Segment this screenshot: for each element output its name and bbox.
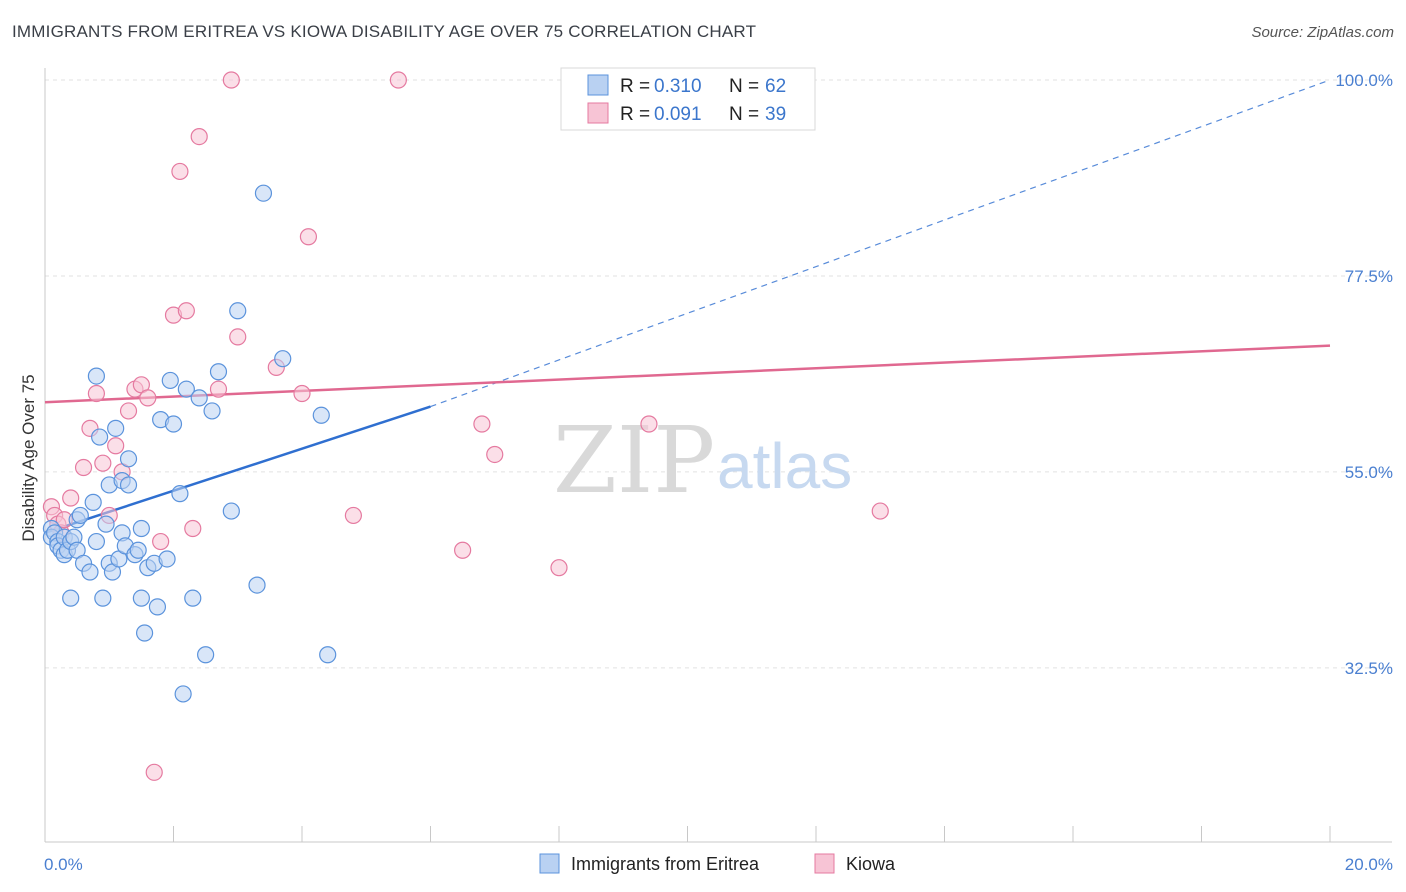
eritrea-point (148, 598, 167, 616)
kiowa-point (344, 506, 362, 525)
y-tick-label-1: 55.0% (1345, 463, 1393, 482)
eritrea-point (203, 402, 221, 420)
x-tick-label-0: 0.0% (44, 855, 83, 874)
kiowa-point (640, 415, 658, 433)
legend-r-value-1: 0.310 (654, 76, 702, 97)
kiowa-point (145, 763, 163, 781)
eritrea-point (135, 624, 154, 642)
eritrea-point (161, 371, 179, 390)
kiowa-point (486, 445, 504, 464)
legend-r-label-2: R = (620, 104, 650, 125)
eritrea-point (119, 450, 138, 468)
bottom-legend-swatch-eritrea (539, 853, 560, 874)
kiowa-trend-line (44, 344, 1331, 404)
y-axis-label: Disability Age Over 75 (19, 374, 38, 541)
legend-n-label-2: N = (729, 104, 759, 125)
bottom-legend-swatch-kiowa (814, 853, 835, 874)
eritrea-point (132, 589, 150, 607)
eritrea-point (97, 515, 115, 533)
kiowa-point (177, 302, 195, 320)
kiowa-point (87, 384, 106, 403)
eritrea-point (107, 419, 125, 437)
eritrea-point (248, 576, 266, 594)
kiowa-point (299, 228, 318, 246)
eritrea-point (229, 302, 247, 320)
watermark-zip: ZIP (553, 407, 715, 514)
eritrea-point (129, 541, 147, 559)
eritrea-point (91, 428, 109, 446)
eritrea-point (177, 380, 195, 398)
kiowa-point (871, 502, 889, 520)
eritrea-point (209, 363, 228, 381)
eritrea-point (164, 415, 183, 433)
kiowa-point (473, 415, 491, 433)
kiowa-point (190, 128, 208, 146)
legend-n-label-1: N = (729, 76, 759, 97)
bottom-legend-eritrea: Immigrants from Eritrea (571, 854, 760, 874)
eritrea-trend-extension (430, 79, 1331, 408)
eritrea-point (222, 502, 240, 520)
eritrea-point (87, 532, 106, 551)
kiowa-point (209, 380, 228, 398)
data-points (42, 71, 889, 781)
eritrea-point (171, 485, 189, 503)
kiowa-point (171, 162, 189, 181)
eritrea-point (190, 389, 208, 407)
chart-title: IMMIGRANTS FROM ERITREA VS KIOWA DISABIL… (12, 22, 757, 41)
kiowa-point (184, 519, 202, 538)
kiowa-point (139, 389, 157, 407)
legend-n-value-1: 62 (765, 76, 786, 97)
eritrea-point (119, 476, 138, 494)
source-label: Source: ZipAtlas.com (1251, 24, 1394, 41)
kiowa-point (107, 437, 125, 455)
eritrea-point (132, 519, 150, 538)
grid-lines (45, 79, 1392, 669)
kiowa-point (152, 532, 170, 551)
legend-swatch-eritrea (587, 74, 609, 96)
legend-n-value-2: 39 (765, 104, 786, 125)
kiowa-point (389, 71, 407, 89)
eritrea-point (81, 563, 99, 581)
bottom-legend: Immigrants from Eritrea Kiowa (539, 853, 896, 874)
kiowa-point (74, 458, 93, 477)
kiowa-point (229, 328, 247, 346)
eritrea-point (174, 685, 192, 703)
eritrea-point (158, 550, 176, 568)
legend-r-value-2: 0.091 (654, 104, 702, 125)
eritrea-point (319, 646, 337, 664)
y-tick-labels: 32.5% 55.0% 77.5% 100.0% (1335, 71, 1393, 678)
watermark: ZIP atlas (553, 407, 852, 514)
eritrea-point (87, 367, 106, 385)
eritrea-point (94, 589, 112, 607)
eritrea-point (197, 646, 215, 664)
kiowa-point (454, 541, 472, 559)
eritrea-point (62, 589, 80, 607)
bottom-legend-kiowa: Kiowa (846, 854, 896, 874)
kiowa-point (62, 489, 80, 507)
legend-box: R = 0.310 N = 62 R = 0.091 N = 39 (560, 67, 816, 131)
y-tick-label-2: 77.5% (1345, 267, 1393, 286)
x-tick-label-1: 20.0% (1345, 855, 1393, 874)
y-tick-label-0: 32.5% (1345, 659, 1393, 678)
eritrea-point (274, 350, 292, 368)
axes (44, 68, 1392, 843)
legend-r-label-1: R = (620, 76, 650, 97)
eritrea-point (84, 493, 102, 511)
watermark-atlas: atlas (717, 430, 852, 502)
eritrea-point (184, 589, 202, 607)
eritrea-point (254, 184, 273, 202)
y-tick-label-3: 100.0% (1335, 71, 1393, 90)
kiowa-point (94, 454, 112, 472)
kiowa-point (293, 384, 311, 403)
kiowa-point (119, 402, 138, 420)
eritrea-point (71, 506, 89, 525)
eritrea-point (312, 406, 330, 424)
kiowa-point (550, 559, 568, 577)
kiowa-point (222, 71, 240, 89)
x-tick-labels: 0.0% 20.0% (44, 855, 1393, 874)
legend-swatch-kiowa (587, 102, 609, 124)
